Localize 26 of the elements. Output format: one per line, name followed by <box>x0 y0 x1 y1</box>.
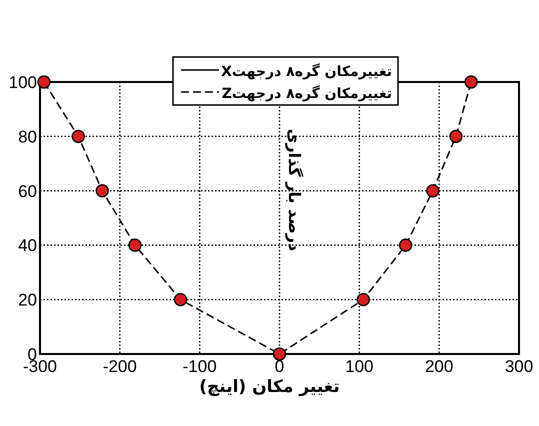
point <box>72 130 85 144</box>
point <box>398 238 412 252</box>
point <box>37 75 51 89</box>
point <box>128 238 142 252</box>
point <box>426 184 440 198</box>
y-tick-label: 60 <box>18 182 37 201</box>
x-tick-label: -200 <box>102 357 137 376</box>
y-tick-label: 20 <box>18 290 37 310</box>
x-tick-label: 100 <box>345 357 374 376</box>
point <box>356 292 370 306</box>
y-tick-label: 100 <box>8 73 37 92</box>
x-tick-label: -100 <box>182 357 217 376</box>
x-axis-title: تغییر مکان (اینچ) <box>199 377 340 397</box>
y-axis-title: درصد بار گذاری <box>285 128 304 252</box>
point <box>464 75 478 89</box>
point <box>174 292 188 306</box>
point <box>449 130 463 144</box>
x-tick-label: 300 <box>504 357 534 376</box>
y-tick-label: 40 <box>18 236 37 256</box>
x-tick-label: 200 <box>424 357 454 376</box>
point <box>96 184 109 198</box>
y-tick-label: 80 <box>18 127 37 146</box>
x-tick-label: 0 <box>274 357 284 376</box>
legend-label: تغییرمکان گره۸ درجهتZ <box>222 85 392 102</box>
point <box>272 347 286 361</box>
legend-label: تغییرمکان گره۸ درجهتX <box>221 63 392 80</box>
